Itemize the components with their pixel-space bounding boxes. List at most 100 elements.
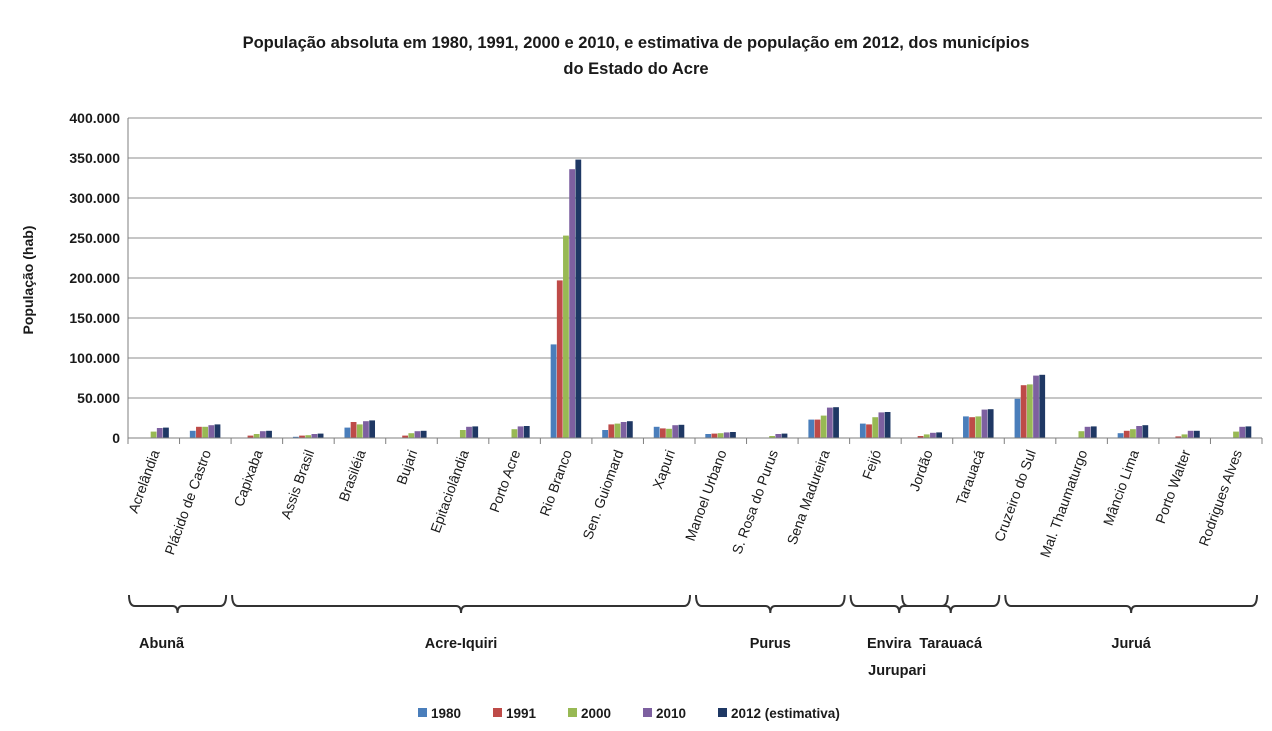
bar-cruzeiro-do-sul-2000	[1026, 384, 1033, 438]
bar-mancio-lima-2012-estimativa	[1142, 425, 1149, 438]
x-tick-label: Plácido de Castro	[161, 447, 214, 557]
region-label-envira: Envira	[867, 636, 912, 652]
bar-porto-walter-2010	[1187, 430, 1194, 438]
x-tick-label: Porto Walter	[1152, 447, 1194, 525]
bar-assis-brasil-2012-estimativa	[317, 433, 324, 438]
bar-feijo-2010	[878, 412, 885, 438]
bar-feijo-2000	[872, 417, 879, 438]
y-tick-labels: 0 50.000 100.000 150.000 200.000 250.000 300.0…	[69, 110, 120, 446]
x-tick-label: Porto Acre	[486, 447, 523, 514]
bars	[150, 159, 1252, 438]
bar-rodrigues-alves-2000	[1233, 431, 1239, 438]
bar-tarauaca-2012-estimativa	[987, 409, 994, 438]
bar-acrelandia-2010	[156, 428, 163, 438]
x-tick-label: Brasiléia	[335, 447, 368, 503]
bar-bujari-2000	[408, 433, 415, 438]
bar-epitaciolandia-2012-estimativa	[472, 426, 479, 438]
region-bracket-purus	[695, 594, 846, 614]
bar-cruzeiro-do-sul-1991	[1020, 385, 1027, 438]
bar-jordao-2000	[923, 434, 930, 438]
legend-label-2012-estimativa: 2012 (estimativa)	[731, 706, 840, 721]
y-tick-label: 150.000	[69, 310, 120, 326]
bar-mancio-lima-1991	[1123, 430, 1130, 438]
bar-porto-acre-2010	[517, 426, 524, 438]
x-tick-label: Jordão	[906, 447, 936, 493]
bar-cruzeiro-do-sul-2010	[1033, 375, 1039, 438]
region-bracket-acre-iquiri	[231, 594, 691, 614]
bar-placido-de-castro-2010	[208, 425, 215, 438]
bar-brasileia-1991	[350, 422, 357, 438]
bar-bujari-2010	[414, 431, 421, 438]
x-tick-label: Sen. Guiomard	[579, 448, 626, 542]
bar-feijo-2012-estimativa	[884, 412, 891, 438]
bar-mancio-lima-2010	[1136, 426, 1143, 438]
bar-s-rosa-do-purus-2000	[769, 436, 776, 438]
legend-swatch-1991	[493, 708, 502, 717]
bar-rio-branco-2000	[563, 235, 569, 438]
bar-manoel-urbano-2012-estimativa	[730, 432, 736, 438]
bar-manoel-urbano-1991	[711, 433, 718, 438]
bar-assis-brasil-1980	[292, 436, 299, 438]
bar-jordao-2010	[930, 432, 936, 438]
bar-rio-branco-2012-estimativa	[575, 159, 582, 438]
bar-rio-branco-1980	[550, 344, 557, 438]
bar-brasileia-2010	[363, 421, 369, 438]
bar-bujari-2012-estimativa	[420, 430, 427, 438]
region-bracket-envira-jurupari	[849, 594, 949, 614]
bar-brasileia-1980	[344, 427, 351, 438]
region-bracket-jurua	[1004, 594, 1258, 614]
x-tick-label: Epitaciolândia	[427, 447, 472, 535]
bar-sen-guiomard-2000	[614, 423, 621, 438]
bar-tarauaca-2010	[981, 409, 988, 438]
bar-epitaciolandia-2010	[466, 426, 472, 438]
bar-jordao-1991	[917, 436, 924, 438]
region-label-acre-iquiri: Acre-Iquiri	[425, 636, 498, 652]
bar-mancio-lima-1980	[1117, 433, 1124, 438]
axes	[127, 118, 1263, 444]
bar-tarauaca-1991	[969, 417, 976, 438]
bar-placido-de-castro-2000	[202, 426, 209, 438]
bar-porto-walter-2000	[1181, 434, 1188, 438]
gridlines	[128, 117, 1262, 399]
bar-sena-madureira-1991	[814, 419, 821, 438]
y-tick-label: 300.000	[69, 190, 120, 206]
bar-s-rosa-do-purus-2012-estimativa	[781, 433, 788, 438]
region-label-tarauaca: Tarauacá	[919, 636, 983, 652]
y-tick-label: 350.000	[69, 150, 120, 166]
bar-sena-madureira-2010	[826, 407, 833, 438]
x-tick-label: Manoel Urbano	[682, 447, 730, 543]
bar-capixaba-2012-estimativa	[266, 430, 272, 438]
bar-porto-walter-1991	[1175, 436, 1182, 438]
bar-sen-guiomard-2012-estimativa	[626, 421, 633, 438]
bar-sen-guiomard-1991	[608, 424, 615, 438]
bar-assis-brasil-2000	[305, 435, 312, 438]
legend-swatch-2012-estimativa	[718, 708, 727, 717]
region-brackets: Abunã Acre-Iquiri Purus Envira Jurupari Tarau…	[128, 594, 1258, 679]
legend: 1980 1991 2000 2010 2012 (estimativa)	[418, 706, 840, 721]
bar-xapuri-2012-estimativa	[678, 424, 685, 438]
bar-porto-walter-2012-estimativa	[1193, 430, 1200, 438]
bar-capixaba-1991	[247, 435, 254, 438]
bar-rio-branco-1991	[556, 280, 563, 438]
y-tick-label: 0	[112, 430, 120, 446]
bar-placido-de-castro-1991	[196, 426, 202, 438]
bar-manoel-urbano-2000	[717, 433, 724, 438]
y-tick-label: 250.000	[69, 230, 120, 246]
bar-epitaciolandia-2000	[459, 430, 466, 438]
bar-bujari-1991	[402, 435, 409, 438]
legend-swatch-2010	[643, 708, 652, 717]
bar-feijo-1980	[859, 423, 866, 438]
legend-swatch-1980	[418, 708, 427, 717]
x-tick-label: Assis Brasil	[277, 448, 317, 521]
y-tick-label: 200.000	[69, 270, 120, 286]
bar-placido-de-castro-2012-estimativa	[214, 424, 221, 438]
bar-mal-thaumaturgo-2010	[1084, 426, 1091, 438]
legend-label-1980: 1980	[431, 706, 461, 721]
bar-xapuri-2010	[672, 425, 679, 438]
region-label-purus: Purus	[750, 636, 791, 652]
region-label-jurupari: Jurupari	[868, 663, 926, 679]
bar-manoel-urbano-1980	[705, 434, 712, 438]
legend-label-2010: 2010	[656, 706, 686, 721]
bar-mal-thaumaturgo-2012-estimativa	[1090, 426, 1097, 438]
